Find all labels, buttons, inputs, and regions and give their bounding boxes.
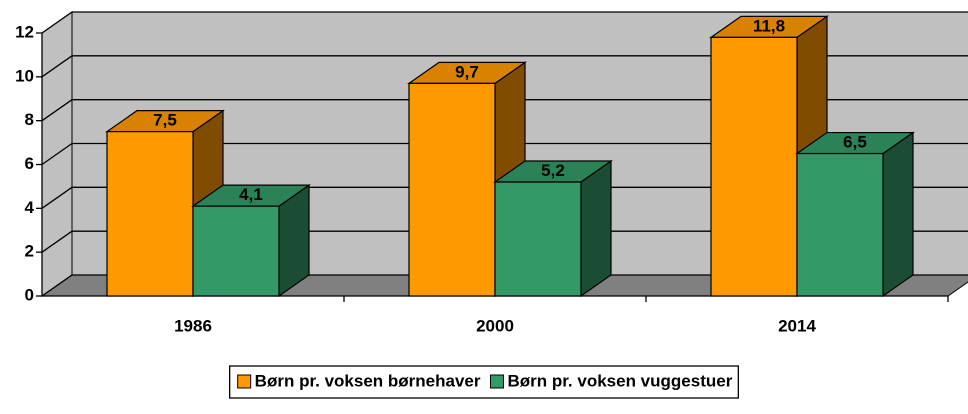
x-tick-label: 2014 (778, 316, 816, 335)
legend-label: Børn pr. voksen vuggestuer (507, 371, 732, 390)
value-label: 11,8 (753, 16, 785, 35)
grid-line (41, 274, 968, 297)
value-label: 6,5 (843, 133, 867, 152)
grid-line (41, 99, 968, 122)
y-tick-label: 0 (25, 285, 34, 304)
bar-front (408, 82, 496, 297)
y-tick-label: 6 (25, 154, 34, 173)
value-label: 4,1 (239, 185, 263, 204)
value-label: 9,7 (455, 62, 479, 81)
bar-side (580, 159, 612, 298)
x-tick-label: 1986 (174, 316, 212, 335)
grid-line (41, 55, 968, 78)
legend: Børn pr. voksen børnehaver Børn pr. vokse… (229, 365, 739, 399)
bar-front (494, 181, 582, 297)
grid-line (41, 186, 968, 209)
bar-front (192, 205, 280, 297)
legend-swatch (237, 374, 252, 389)
legend-swatch (489, 374, 504, 389)
value-label: 7,5 (153, 111, 177, 130)
bar-front (710, 36, 798, 297)
bar-side (882, 131, 914, 298)
legend-label: Børn pr. voksen børnehaver (255, 371, 481, 390)
y-tick-label: 12 (15, 22, 34, 41)
y-tick-label: 4 (25, 198, 35, 217)
y-tick-label: 2 (25, 242, 34, 261)
grid-line (41, 11, 968, 34)
grid-line (41, 230, 968, 253)
bar (493, 159, 613, 298)
y-tick-label: 8 (25, 110, 34, 129)
legend-box (229, 365, 739, 399)
bar (795, 131, 915, 298)
bar-front (796, 152, 884, 297)
value-label: 5,2 (541, 161, 565, 180)
x-tick-label: 2000 (476, 316, 514, 335)
grid-line (41, 142, 968, 166)
bar-front (106, 131, 194, 297)
bar (191, 183, 311, 298)
y-tick-label: 10 (15, 66, 34, 85)
